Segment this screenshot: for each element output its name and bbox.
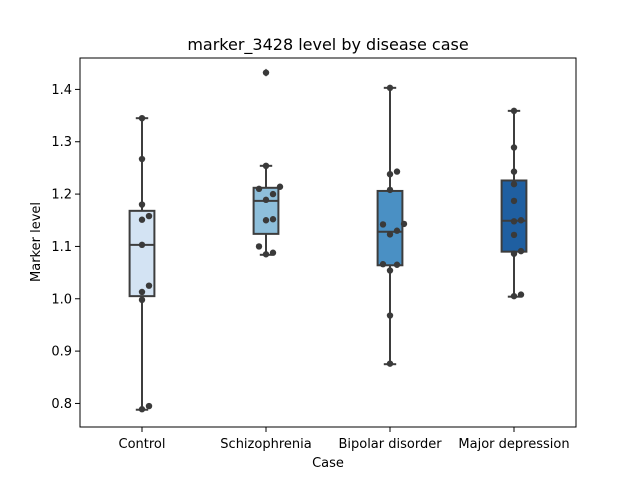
data-point	[262, 251, 270, 258]
data-point	[400, 220, 408, 228]
data-point	[269, 190, 277, 198]
data-point	[138, 155, 146, 163]
swarm-group-1	[255, 69, 284, 258]
data-point	[517, 247, 525, 255]
x-tick-label: Major depression	[458, 437, 569, 452]
data-point	[145, 282, 153, 289]
data-point	[510, 144, 518, 151]
data-point	[386, 84, 394, 92]
x-tick-label: Schizophrenia	[220, 437, 311, 452]
data-point	[262, 217, 270, 224]
data-point	[262, 69, 270, 76]
x-tick-label: Bipolar disorder	[338, 437, 442, 452]
data-point	[269, 249, 277, 256]
y-tick-label: 1.0	[51, 292, 72, 307]
data-point	[393, 168, 401, 175]
data-point	[510, 107, 518, 115]
data-point	[517, 291, 525, 298]
data-point	[510, 250, 518, 257]
box-iqr	[128, 209, 156, 298]
plot-frame	[79, 57, 577, 428]
data-point	[262, 162, 270, 170]
data-point	[517, 217, 525, 224]
data-point	[386, 312, 394, 319]
y-tick-label: 0.8	[51, 397, 72, 412]
data-point	[510, 197, 518, 205]
data-point	[379, 261, 387, 268]
y-tick-label: 1.1	[51, 240, 72, 255]
data-point	[386, 231, 394, 238]
data-point	[386, 267, 394, 274]
box-group-0	[128, 117, 156, 411]
swarm-group-2	[379, 84, 408, 367]
swarm-group-0	[138, 114, 153, 413]
chart-title: marker_3428 level by disease case	[187, 35, 468, 55]
data-point	[510, 180, 518, 188]
data-point	[138, 201, 146, 208]
box-group-1	[252, 68, 280, 256]
box-iqr	[500, 179, 528, 253]
y-axis-label: Marker level	[29, 202, 44, 282]
data-point	[138, 241, 146, 249]
x-axis-label: Case	[312, 456, 344, 471]
data-point	[386, 186, 394, 194]
data-point	[145, 402, 153, 410]
data-point	[510, 292, 518, 300]
y-tick-label: 1.4	[51, 83, 72, 98]
data-point	[393, 227, 401, 234]
y-tick-label: 0.9	[51, 345, 72, 360]
data-point	[269, 216, 277, 223]
data-point	[276, 183, 284, 190]
data-point	[510, 168, 518, 175]
data-point	[255, 185, 263, 193]
y-tick-label: 1.3	[51, 135, 72, 150]
data-point	[379, 221, 387, 228]
x-tick-label: Control	[119, 437, 166, 452]
data-point	[262, 196, 270, 204]
data-point	[138, 296, 146, 304]
data-point	[138, 406, 146, 413]
data-point	[138, 288, 146, 296]
data-point	[510, 218, 518, 225]
swarm-group-3	[510, 107, 525, 300]
data-point	[386, 170, 394, 178]
data-point	[145, 212, 153, 220]
data-point	[386, 360, 394, 367]
data-point	[510, 231, 518, 239]
data-point	[393, 261, 401, 268]
data-point	[138, 114, 146, 122]
y-tick-label: 1.2	[51, 188, 72, 203]
data-point	[138, 216, 146, 223]
data-point	[255, 243, 263, 250]
